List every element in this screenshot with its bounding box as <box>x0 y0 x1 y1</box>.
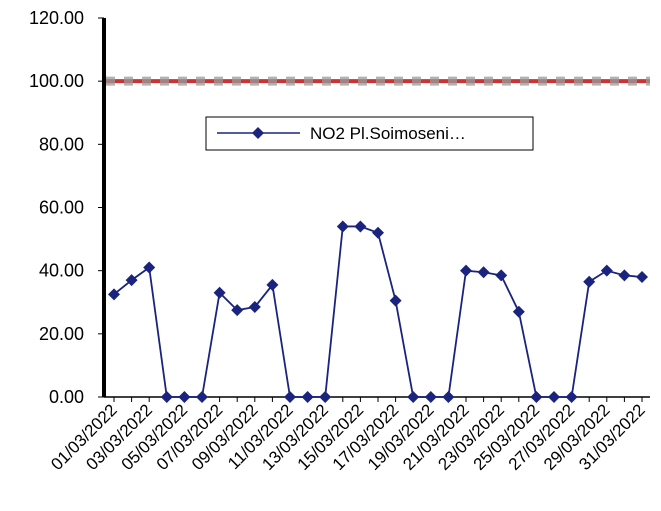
data-point-marker <box>248 300 261 313</box>
data-point-marker <box>196 391 208 403</box>
data-point-marker <box>108 288 120 301</box>
data-point-marker <box>600 264 613 277</box>
data-point-marker <box>178 391 191 403</box>
legend-label: NO2 Pl.Soimoseni… <box>310 124 466 143</box>
legend-marker-swatch <box>252 127 264 139</box>
data-point-marker <box>618 269 631 282</box>
data-point-marker <box>442 391 455 403</box>
data-point-marker <box>460 264 472 277</box>
legend: NO2 Pl.Soimoseni… <box>205 116 534 151</box>
y-axis: 0.00 20.00 40.00 60.00 80.00 100.00 120.00 <box>29 8 106 407</box>
data-point-marker <box>477 266 490 279</box>
data-point-marker <box>354 220 367 233</box>
data-point-marker <box>495 269 508 282</box>
data-point-marker <box>583 275 596 288</box>
series-line <box>113 225 643 398</box>
data-point-marker <box>565 391 578 403</box>
x-axis: 01/03/202203/03/202205/03/202207/03/2022… <box>47 396 650 474</box>
data-point-marker <box>336 220 349 233</box>
data-point-marker <box>213 286 226 299</box>
data-point-marker <box>512 305 525 318</box>
data-point-marker <box>301 391 314 403</box>
data-point-marker <box>389 294 402 307</box>
data-point-marker <box>231 304 244 317</box>
y-tick-label: 40.00 <box>39 261 84 281</box>
data-point-marker <box>530 391 543 403</box>
data-point-marker <box>160 391 173 403</box>
data-point-marker <box>284 391 296 403</box>
y-tick-label: 80.00 <box>39 134 84 154</box>
y-tick-label: 60.00 <box>39 198 84 218</box>
data-point-marker <box>143 261 156 274</box>
y-tick-label: 100.00 <box>29 71 84 91</box>
y-tick-label: 120.00 <box>29 8 84 28</box>
data-point-marker <box>266 278 279 291</box>
data-point-marker <box>125 274 138 287</box>
data-point-marker <box>424 391 437 403</box>
data-point-marker <box>319 391 332 403</box>
y-tick-label: 20.00 <box>39 324 84 344</box>
data-series <box>108 220 648 403</box>
data-point-marker <box>548 391 560 403</box>
data-point-marker <box>372 226 384 239</box>
y-tick-label: 0.00 <box>49 387 84 407</box>
data-point-marker <box>407 391 420 403</box>
data-point-marker <box>636 270 648 283</box>
